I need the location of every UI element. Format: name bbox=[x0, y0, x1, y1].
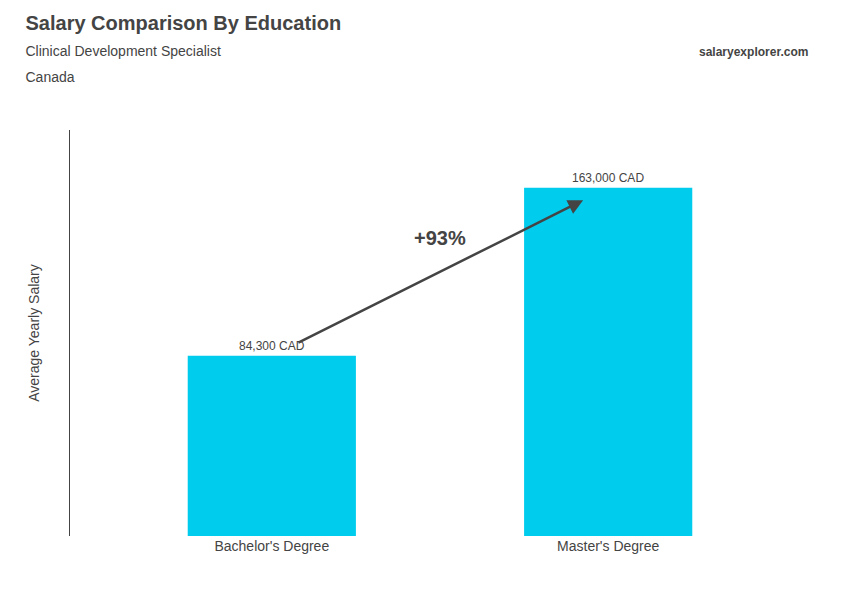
svg-text:163,000 CAD: 163,000 CAD bbox=[572, 171, 644, 185]
svg-text:salaryexplorer.com: salaryexplorer.com bbox=[699, 45, 808, 59]
svg-text:Salary Comparison By Education: Salary Comparison By EducationClinical D… bbox=[26, 12, 342, 85]
svg-text:Bachelor's Degree: Bachelor's Degree bbox=[214, 538, 329, 554]
svg-text:Master's Degree: Master's Degree bbox=[557, 538, 659, 554]
svg-text:+93%: +93% bbox=[414, 227, 466, 249]
svg-text:Average Yearly Salary: Average Yearly Salary bbox=[26, 264, 42, 402]
svg-text:84,300 CAD: 84,300 CAD bbox=[239, 339, 305, 353]
